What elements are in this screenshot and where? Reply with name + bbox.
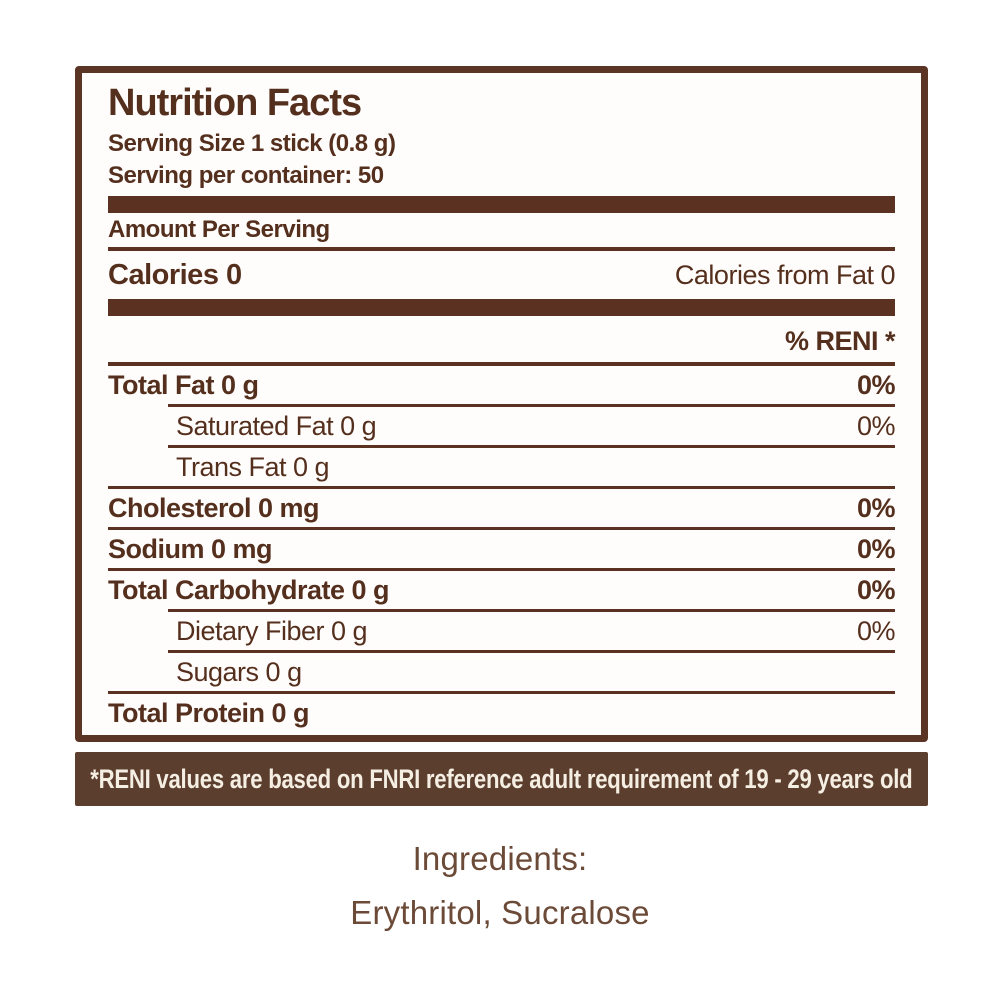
reni-footnote-text: *RENI values are based on FNRI reference… — [90, 763, 913, 794]
thick-divider — [108, 196, 895, 213]
nutrient-label: Dietary Fiber 0 g — [176, 615, 368, 646]
nutrient-label: Saturated Fat 0 g — [176, 410, 377, 441]
divider — [168, 650, 895, 653]
nutrient-label: Total Protein 0 g — [108, 697, 310, 728]
divider — [108, 691, 895, 694]
ingredients-list: Erythritol, Sucralose — [350, 894, 650, 931]
nutrient-value: 0% — [856, 574, 896, 605]
nutrient-label: Total Fat 0 g — [108, 369, 259, 400]
calories-value: Calories 0 — [108, 258, 242, 291]
nutrient-value: 0% — [856, 492, 896, 523]
divider — [168, 445, 895, 448]
nutrient-value: 0% — [856, 615, 896, 646]
nutrient-row-dietary-fiber: Dietary Fiber 0 g 0% — [108, 612, 896, 650]
nutrient-row-cholesterol: Cholesterol 0 mg 0% — [108, 489, 896, 527]
servings-per-container-text: Serving per container: 50 — [108, 162, 384, 189]
calories-row: Calories 0 Calories from Fat 0 — [108, 251, 896, 299]
serving-size-text: Serving Size 1 stick (0.8 g) — [108, 130, 396, 157]
reni-column-header: % RENI * — [784, 326, 896, 356]
divider — [108, 362, 895, 366]
divider — [168, 404, 895, 407]
nutrition-facts-title: Nutrition Facts — [108, 82, 362, 124]
divider — [108, 247, 895, 251]
nutrient-label: Sugars 0 g — [176, 656, 302, 687]
nutrient-row-total-carbohydrate: Total Carbohydrate 0 g 0% — [108, 571, 896, 609]
nutrient-label: Trans Fat 0 g — [176, 451, 330, 482]
nutrition-facts-panel: Nutrition Facts Serving Size 1 stick (0.… — [75, 66, 928, 742]
ingredients-heading: Ingredients: — [412, 840, 588, 877]
nutrient-row-trans-fat: Trans Fat 0 g — [108, 448, 895, 486]
nutrient-row-total-protein: Total Protein 0 g — [108, 694, 895, 732]
nutrient-value: 0% — [856, 410, 896, 441]
nutrient-label: Sodium 0 mg — [108, 533, 273, 564]
nutrient-row-saturated-fat: Saturated Fat 0 g 0% — [108, 407, 896, 445]
calories-from-fat-value: Calories from Fat 0 — [674, 259, 896, 290]
nutrient-value: 0% — [856, 533, 896, 564]
divider — [168, 609, 895, 612]
divider — [108, 486, 895, 489]
nutrient-label: Total Carbohydrate 0 g — [108, 574, 390, 605]
ingredients-section: Ingredients: Erythritol, Sucralose — [0, 832, 1000, 940]
reni-footnote-bar: *RENI values are based on FNRI reference… — [75, 752, 928, 806]
divider — [108, 568, 895, 571]
nutrient-label: Cholesterol 0 mg — [108, 492, 320, 523]
amount-per-serving-text: Amount Per Serving — [108, 216, 330, 243]
thick-divider — [108, 299, 895, 316]
nutrient-row-sugars: Sugars 0 g — [108, 653, 895, 691]
nutrient-row-sodium: Sodium 0 mg 0% — [108, 530, 896, 568]
nutrient-value: 0% — [856, 369, 896, 400]
nutrient-row-total-fat: Total Fat 0 g 0% — [108, 366, 896, 404]
divider — [108, 527, 895, 530]
